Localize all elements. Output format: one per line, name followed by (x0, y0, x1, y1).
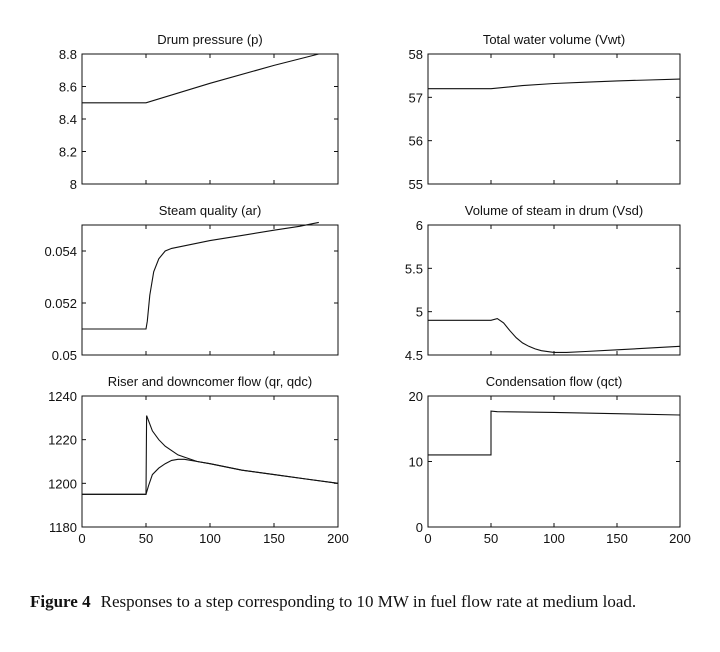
y-tick-label: 1200 (48, 476, 77, 491)
chart-panel-5: Riser and downcomer flow (qr, qdc) 1180 12… (48, 374, 349, 546)
chart-title: Total water volume (Vwt) (483, 32, 625, 47)
figure-caption: Figure 4 Responses to a step correspondin… (30, 590, 706, 613)
caption-text: Responses to a step corresponding to 10 … (100, 592, 637, 611)
chart-title: Riser and downcomer flow (qr, qdc) (108, 374, 312, 389)
x-tick-label: 50 (139, 531, 153, 546)
chart-title: Steam quality (ar) (159, 203, 262, 218)
x-tick-label: 200 (669, 531, 691, 546)
x-tick-label: 0 (424, 531, 431, 546)
y-tick-label: 8.4 (59, 112, 77, 127)
y-tick-label: 0.052 (44, 296, 77, 311)
x-tick-label: 100 (543, 531, 565, 546)
chart-panel-4: Volume of steam in drum (Vsd) 4.5 5 5.5 6 (405, 203, 681, 363)
y-tick-label: 0 (416, 520, 423, 535)
y-tick-label: 1240 (48, 389, 77, 404)
chart-panel-3: Steam quality (ar) 0.05 0.052 0.054 (44, 203, 339, 363)
y-tick-label: 8.2 (59, 145, 77, 160)
chart-panel-1: Drum pressure (p) 8 8.2 8.4 8.6 8.8 (59, 32, 339, 192)
x-tick-label: 200 (327, 531, 349, 546)
plot-frame (81, 53, 339, 185)
y-tick-label: 6 (416, 218, 423, 233)
series-line-1 (82, 53, 319, 104)
y-tick-label: 0.05 (52, 348, 77, 363)
series-line-1 (82, 221, 319, 330)
y-tick-label: 8 (70, 177, 77, 192)
y-tick-label: 8.8 (59, 47, 77, 62)
chart-title: Volume of steam in drum (Vsd) (465, 203, 643, 218)
y-tick-label: 57 (409, 90, 423, 105)
y-tick-label: 58 (409, 47, 423, 62)
caption-label: Figure 4 (30, 592, 91, 611)
x-tick-label: 0 (78, 531, 85, 546)
y-tick-label: 1180 (49, 520, 77, 535)
y-tick-label: 10 (409, 455, 423, 470)
y-tick-label: 20 (409, 389, 423, 404)
y-tick-label: 5 (416, 305, 423, 320)
y-tick-label: 56 (409, 134, 423, 149)
y-tick-label: 1220 (48, 433, 77, 448)
x-tick-label: 150 (263, 531, 285, 546)
series-line-1 (428, 78, 681, 90)
plot-frame (427, 53, 681, 185)
chart-title: Drum pressure (p) (157, 32, 262, 47)
y-tick-label: 4.5 (405, 348, 423, 363)
chart-title: Condensation flow (qct) (486, 374, 623, 389)
plot-frame (427, 224, 681, 356)
y-tick-label: 55 (409, 177, 423, 192)
plot-frame (81, 224, 339, 356)
plot-frame (427, 395, 681, 528)
series-line-2 (82, 458, 339, 495)
figure-panels: Drum pressure (p) 8 8.2 8.4 8.6 8.8 Total wate… (44, 32, 691, 546)
y-tick-label: 0.054 (44, 244, 77, 259)
series-line-1 (82, 415, 339, 495)
series-line-1 (428, 410, 681, 456)
y-tick-label: 8.6 (59, 80, 77, 95)
x-tick-label: 50 (484, 531, 498, 546)
x-tick-label: 100 (199, 531, 221, 546)
plot-frame (81, 395, 339, 528)
series-line-1 (428, 318, 681, 353)
y-tick-label: 5.5 (405, 261, 423, 276)
chart-panel-2: Total water volume (Vwt) 55 56 57 58 (409, 32, 681, 192)
x-tick-label: 150 (606, 531, 628, 546)
